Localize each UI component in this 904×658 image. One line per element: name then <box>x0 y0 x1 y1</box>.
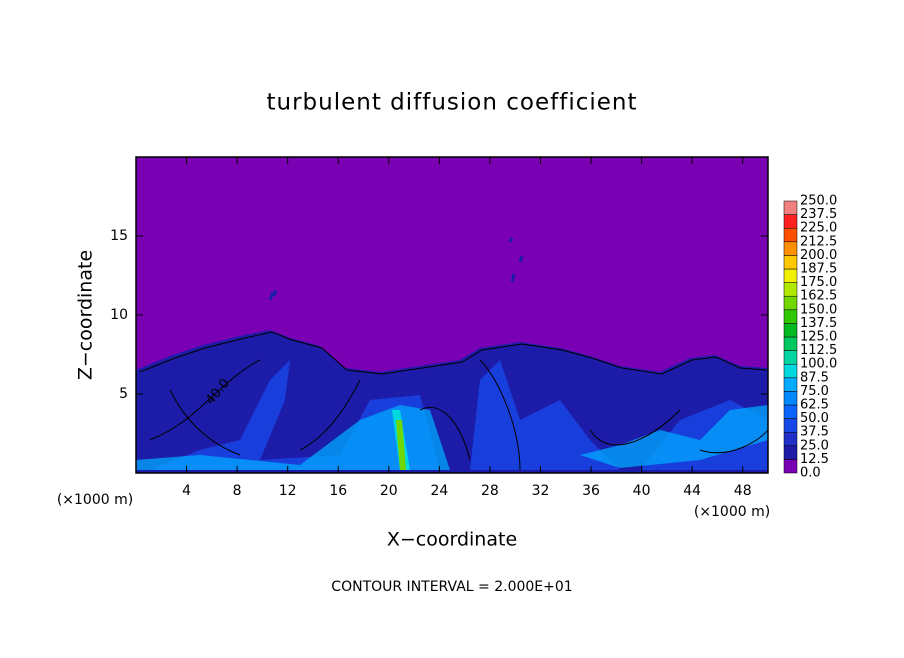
turbulent-peak <box>136 405 768 470</box>
x-tick-label: 20 <box>380 483 398 499</box>
turbulent-peak <box>396 420 406 470</box>
chart-title: turbulent diffusion coefficient <box>266 90 637 116</box>
colorbar-label: 62.5 <box>800 398 829 413</box>
colorbar-label: 250.0 <box>800 194 837 209</box>
colorbar-label: 12.5 <box>800 452 829 467</box>
colorbar-label: 100.0 <box>800 357 837 372</box>
colorbar-bin <box>783 309 798 324</box>
turbulent-patch <box>268 237 524 301</box>
colorbar-bin <box>783 350 798 365</box>
colorbar-bin <box>783 431 798 447</box>
colorbar-bin <box>783 377 798 392</box>
colorbar-label: 125.0 <box>800 330 837 345</box>
x-tick-label: 8 <box>233 483 242 499</box>
x-tick-label: 12 <box>279 483 297 499</box>
colorbar-label: 0.0 <box>800 466 821 481</box>
field <box>136 157 769 473</box>
colorbar-bin <box>783 282 798 297</box>
x-unit-label: (×1000 m) <box>694 504 770 520</box>
x-tick-label: 36 <box>582 483 600 499</box>
y-tick-label: 10 <box>110 307 128 323</box>
x-tick-label: 16 <box>329 483 347 499</box>
y-axis-label: Z−coordinate <box>75 250 97 380</box>
colorbar-label: 75.0 <box>800 384 829 399</box>
x-tick-label: 44 <box>683 483 701 499</box>
colorbar-label: 225.0 <box>800 221 837 236</box>
y-tick-label: 5 <box>119 386 128 402</box>
colorbar-bin <box>783 459 798 474</box>
colorbar-bin <box>783 255 798 270</box>
colorbar-bin <box>783 418 798 433</box>
colorbar-label: 112.5 <box>800 343 837 358</box>
x-tick-label: 48 <box>734 483 752 499</box>
colorbar-bin <box>783 404 798 419</box>
x-axis-label: X−coordinate <box>387 529 517 551</box>
colorbar-label: 37.5 <box>800 425 829 440</box>
colorbar-label: 50.0 <box>800 411 829 426</box>
colorbar-label: 150.0 <box>800 302 837 317</box>
colorbar-label: 87.5 <box>800 370 829 385</box>
colorbar-label: 187.5 <box>800 262 837 277</box>
colorbar-label: 237.5 <box>800 207 837 222</box>
colorbar-bin <box>783 323 798 338</box>
colorbar-label: 175.0 <box>800 275 837 290</box>
colorbar-bin <box>783 336 798 351</box>
x-tick-label: 32 <box>532 483 550 499</box>
x-tick-label: 4 <box>182 483 191 499</box>
contour-line <box>139 331 767 375</box>
turbulent-region <box>136 330 768 473</box>
colorbar-bin <box>783 295 798 311</box>
colorbar-bin <box>783 445 798 460</box>
colorbar-bin <box>783 363 798 379</box>
colorbar-label: 162.5 <box>800 289 837 304</box>
colorbar-bin <box>783 214 798 229</box>
colorbar-label: 25.0 <box>800 438 829 453</box>
colorbar-label: 200.0 <box>800 248 837 263</box>
colorbar-bin <box>783 268 798 283</box>
colorbar-label: 137.5 <box>800 316 837 331</box>
colorbar-bin <box>783 391 798 406</box>
x-tick-label: 24 <box>430 483 448 499</box>
colorbar-bin <box>783 200 798 215</box>
y-unit-label: (×1000 m) <box>57 492 133 508</box>
x-tick-label: 40 <box>633 483 651 499</box>
colorbar-label: 212.5 <box>800 234 837 249</box>
contour-line <box>149 359 769 471</box>
footnote: CONTOUR INTERVAL = 2.000E+01 <box>331 579 572 595</box>
y-tick-label: 15 <box>110 228 128 244</box>
colorbar-bin <box>783 241 798 256</box>
colorbar-bin <box>783 227 798 243</box>
x-tick-label: 28 <box>481 483 499 499</box>
